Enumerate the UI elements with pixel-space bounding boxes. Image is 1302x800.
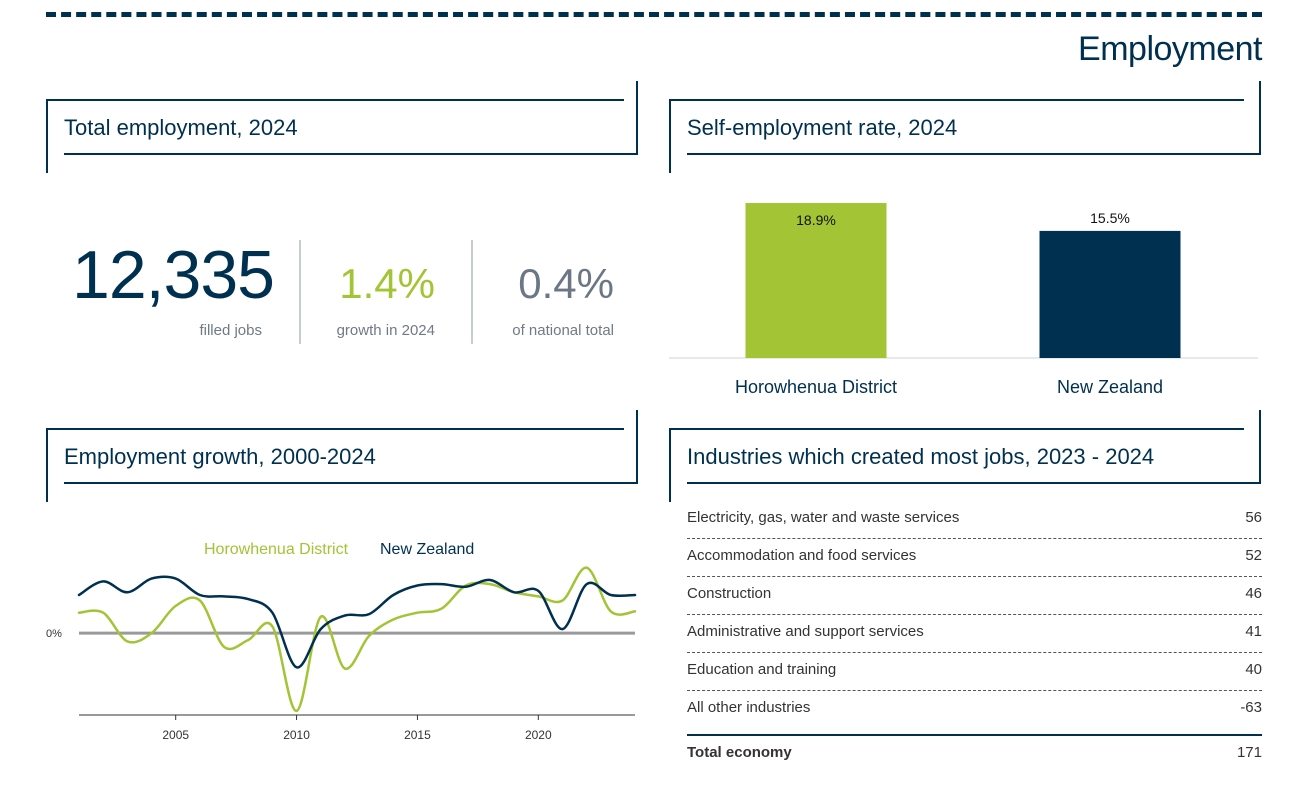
industry-value: 41: [1245, 623, 1262, 640]
page-title: Employment: [1078, 30, 1262, 68]
y-tick-label: 0%: [46, 628, 62, 640]
filled-jobs-value: 12,335: [72, 237, 275, 313]
industry-value: 46: [1245, 585, 1262, 602]
bar: [745, 203, 887, 358]
total-economy-label: Total economy: [687, 744, 792, 761]
section-header-total-employment: Total employment, 2024: [46, 81, 640, 191]
legend-new-zealand: New Zealand: [380, 541, 475, 558]
industry-row: Administrative and support services 41: [687, 614, 1262, 652]
row-separator: [687, 690, 1262, 691]
x-tick-label: 2015: [404, 728, 431, 742]
kpi-divider: [471, 240, 473, 344]
x-tick-label: 2010: [283, 728, 310, 742]
industry-row: Construction 46: [687, 576, 1262, 614]
industry-label: Accommodation and food services: [687, 547, 917, 564]
employment-growth-line-chart: 0% 2005 2010 2015 2020: [46, 566, 637, 742]
industry-row: Accommodation and food services 52: [687, 538, 1262, 576]
section-header-employment-growth: Employment growth, 2000-2024: [46, 410, 640, 520]
series-line-horowhenua: [77, 566, 637, 713]
total-economy-value: 171: [1236, 744, 1262, 761]
total-economy-row: Total economy 171: [687, 744, 1262, 761]
section-header-self-employment: Self-employment rate, 2024: [669, 81, 1262, 191]
growth-label: growth in 2024: [336, 322, 435, 339]
row-separator: [687, 652, 1262, 653]
series-line-new-zealand: [77, 575, 637, 669]
section-header-industries: Industries which created most jobs, 2023…: [669, 410, 1262, 520]
industry-label: All other industries: [687, 699, 811, 716]
row-separator: [687, 576, 1262, 577]
industry-value: -63: [1240, 699, 1262, 716]
growth-value: 1.4%: [339, 260, 435, 307]
bar-value-label: 18.9%: [796, 212, 836, 228]
total-divider: [687, 734, 1262, 736]
bar: [1039, 230, 1181, 358]
x-tick-label: 2020: [525, 728, 552, 742]
industry-value: 56: [1245, 509, 1262, 526]
industry-label: Education and training: [687, 661, 837, 678]
row-separator: [687, 614, 1262, 615]
section-title: Employment growth, 2000-2024: [64, 444, 376, 469]
top-dashed-rule: [46, 12, 1262, 17]
section-title: Self-employment rate, 2024: [687, 115, 958, 140]
kpi-divider: [299, 240, 301, 344]
industry-row: Electricity, gas, water and waste servic…: [687, 500, 1262, 538]
section-title: Industries which created most jobs, 2023…: [687, 444, 1155, 469]
industry-value: 52: [1245, 547, 1262, 564]
self-employment-bar-chart: 18.9% Horowhenua District 15.5% New Zealand: [669, 203, 1258, 397]
industry-label: Administrative and support services: [687, 623, 924, 640]
bar-category-label: Horowhenua District: [735, 377, 897, 397]
industry-label: Construction: [687, 585, 772, 602]
industry-row: Education and training 40: [687, 652, 1262, 690]
bar-category-label: New Zealand: [1057, 377, 1163, 397]
x-tick-label: 2005: [162, 728, 189, 742]
industry-row: All other industries -63: [687, 690, 1262, 728]
section-title: Total employment, 2024: [64, 115, 298, 140]
filled-jobs-label: filled jobs: [199, 322, 262, 339]
legend-horowhenua: Horowhenua District: [204, 541, 349, 558]
national-share-label: of national total: [512, 322, 614, 339]
bar-value-label: 15.5%: [1090, 210, 1130, 226]
national-share-value: 0.4%: [518, 260, 614, 307]
row-separator: [687, 538, 1262, 539]
industry-value: 40: [1245, 661, 1262, 678]
industry-label: Electricity, gas, water and waste servic…: [687, 509, 960, 526]
